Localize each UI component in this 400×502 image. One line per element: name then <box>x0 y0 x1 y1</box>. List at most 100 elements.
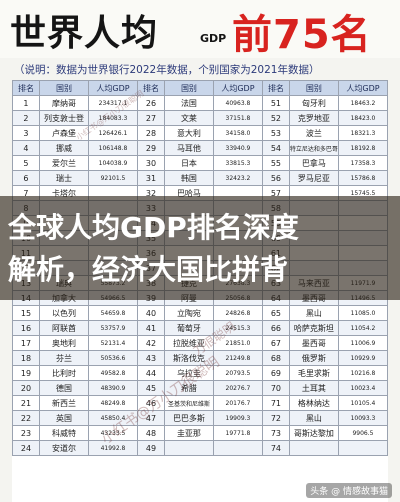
table-row: 1 摩纳哥 234317.1 26 法国 40963.8 51 匈牙利 18463.2 <box>12 95 388 111</box>
table-cell: 挪威 <box>38 140 89 156</box>
table-cell: 5 <box>12 155 40 171</box>
table-cell: 匈牙利 <box>288 95 339 111</box>
table-cell: 92101.5 <box>87 170 138 186</box>
table-cell: 55 <box>261 155 290 171</box>
table-cell: 41 <box>136 320 165 336</box>
table-cell: 比利时 <box>38 365 89 381</box>
table-cell: 28 <box>136 125 165 141</box>
table-cell: 18423.0 <box>337 110 388 126</box>
table-cell: 40963.8 <box>212 95 263 111</box>
table-cell: 克罗地亚 <box>288 110 339 126</box>
table-cell: 10105.4 <box>337 395 388 411</box>
headline-banner: 全球人均GDP排名深度 解析，经济大国比拼背 <box>0 196 400 300</box>
table-cell: 17 <box>12 335 40 351</box>
table-cell: 3 <box>12 125 40 141</box>
table-cell: 19 <box>12 365 40 381</box>
table-cell: 11054.2 <box>337 320 388 336</box>
data-note: （说明：数据为世界银行2022年数据，个别国家为2021年数据） <box>14 64 320 76</box>
table-cell: 72 <box>261 410 290 426</box>
headline-line-1: 全球人均GDP排名深度 <box>8 211 299 244</box>
table-cell: 40 <box>136 305 165 321</box>
table-cell: 45850.4 <box>87 410 138 426</box>
table-cell: 18321.3 <box>337 125 388 141</box>
table-cell: 爱尔兰 <box>38 155 89 171</box>
table-cell: 54 <box>261 140 290 156</box>
table-row: 5 爱尔兰 104038.9 30 日本 33815.3 55 巴拿马 17358.3 <box>12 155 388 171</box>
table-cell: 韩国 <box>163 170 214 186</box>
table-cell: 9906.5 <box>337 425 388 441</box>
table-cell: 日本 <box>163 155 214 171</box>
table-cell: 以色列 <box>38 305 89 321</box>
table-cell: 71 <box>261 395 290 411</box>
table-cell: 俄罗斯 <box>288 350 339 366</box>
table-row: 2 列支敦士登 184083.3 27 文莱 37151.8 52 克罗地亚 18423.0 <box>12 110 388 126</box>
table-cell: 70 <box>261 380 290 396</box>
table-header-row: 排名 国别 人均GDP 排名 国别 人均GDP 排名 国别 人均GDP <box>12 80 388 96</box>
table-cell: 16 <box>12 320 40 336</box>
table-cell: 48390.9 <box>87 380 138 396</box>
table-cell: 葡萄牙 <box>163 320 214 336</box>
column-header: 人均GDP <box>212 80 263 96</box>
column-header: 国别 <box>288 80 339 96</box>
table-cell: 53 <box>261 125 290 141</box>
table-cell: 科威特 <box>38 425 89 441</box>
table-cell: 45 <box>136 380 165 396</box>
table-cell: 24515.3 <box>212 320 263 336</box>
table-cell: 15 <box>12 305 40 321</box>
table-cell: 1 <box>12 95 40 111</box>
table-cell: 特立尼达和多巴哥 <box>288 140 339 156</box>
table-cell: 68 <box>261 350 290 366</box>
table-row: 23 科威特 43233.5 48 圭亚那 19771.8 73 哥斯达黎加 9906.5 <box>12 425 388 441</box>
table-cell: 摩纳哥 <box>38 95 89 111</box>
title-bar: 世界人均 GDP 前75名 <box>0 0 400 58</box>
source-credit: 头条 @ 情感故事猫 <box>306 483 392 498</box>
table-cell: 20176.7 <box>212 395 263 411</box>
table-cell: 毛里求斯 <box>288 365 339 381</box>
table-cell: 哈萨克斯坦 <box>288 320 339 336</box>
table-cell: 11085.0 <box>337 305 388 321</box>
table-cell: 48 <box>136 425 165 441</box>
table-cell: 30 <box>136 155 165 171</box>
table-cell: 29 <box>136 140 165 156</box>
table-cell: 54659.8 <box>87 305 138 321</box>
table-cell: 66 <box>261 320 290 336</box>
table-cell: 19771.8 <box>212 425 263 441</box>
table-cell: 34158.0 <box>212 125 263 141</box>
table-cell: 10216.8 <box>337 365 388 381</box>
table-cell: 波兰 <box>288 125 339 141</box>
table-cell: 11006.9 <box>337 335 388 351</box>
table-cell: 法国 <box>163 95 214 111</box>
table-cell: 格林纳达 <box>288 395 339 411</box>
table-cell: 巴拿马 <box>288 155 339 171</box>
table-cell: 37151.8 <box>212 110 263 126</box>
table-cell: 安道尔 <box>38 440 89 456</box>
table-cell: 31 <box>136 170 165 186</box>
table-cell: 阿联酋 <box>38 320 89 336</box>
table-cell: 2 <box>12 110 40 126</box>
table-cell: 土耳其 <box>288 380 339 396</box>
table-row: 15 以色列 54659.8 40 立陶宛 24826.8 65 黑山 11085.0 <box>12 305 388 321</box>
table-row: 6 瑞士 92101.5 31 韩国 32423.2 56 罗马尼亚 15786.8 <box>12 170 388 186</box>
table-cell: 43 <box>136 350 165 366</box>
table-cell: 47 <box>136 410 165 426</box>
table-cell: 69 <box>261 365 290 381</box>
column-header: 国别 <box>163 80 214 96</box>
table-cell: 65 <box>261 305 290 321</box>
table-cell: 18192.8 <box>337 140 388 156</box>
table-cell: 20276.7 <box>212 380 263 396</box>
table-cell <box>337 440 388 456</box>
table-row: 21 新西兰 48249.8 46 圣基茨和尼维斯 20176.7 71 格林纳达 10105.… <box>12 395 388 411</box>
table-row: 24 安道尔 41992.8 49 74 <box>12 440 388 456</box>
table-row: 16 阿联酋 53757.9 41 葡萄牙 24515.3 66 哈萨克斯坦 11054.2 <box>12 320 388 336</box>
table-row: 3 卢森堡 126426.1 28 意大利 34158.0 53 波兰 18321.3 <box>12 125 388 141</box>
table-cell: 44 <box>136 365 165 381</box>
table-cell: 罗马尼亚 <box>288 170 339 186</box>
table-cell: 立陶宛 <box>163 305 214 321</box>
table-cell: 50536.6 <box>87 350 138 366</box>
column-header: 排名 <box>12 80 40 96</box>
table-cell: 黑山 <box>288 410 339 426</box>
title-gdp: GDP <box>200 32 227 45</box>
table-cell <box>212 440 263 456</box>
table-cell: 马耳他 <box>163 140 214 156</box>
table-cell: 奥地利 <box>38 335 89 351</box>
